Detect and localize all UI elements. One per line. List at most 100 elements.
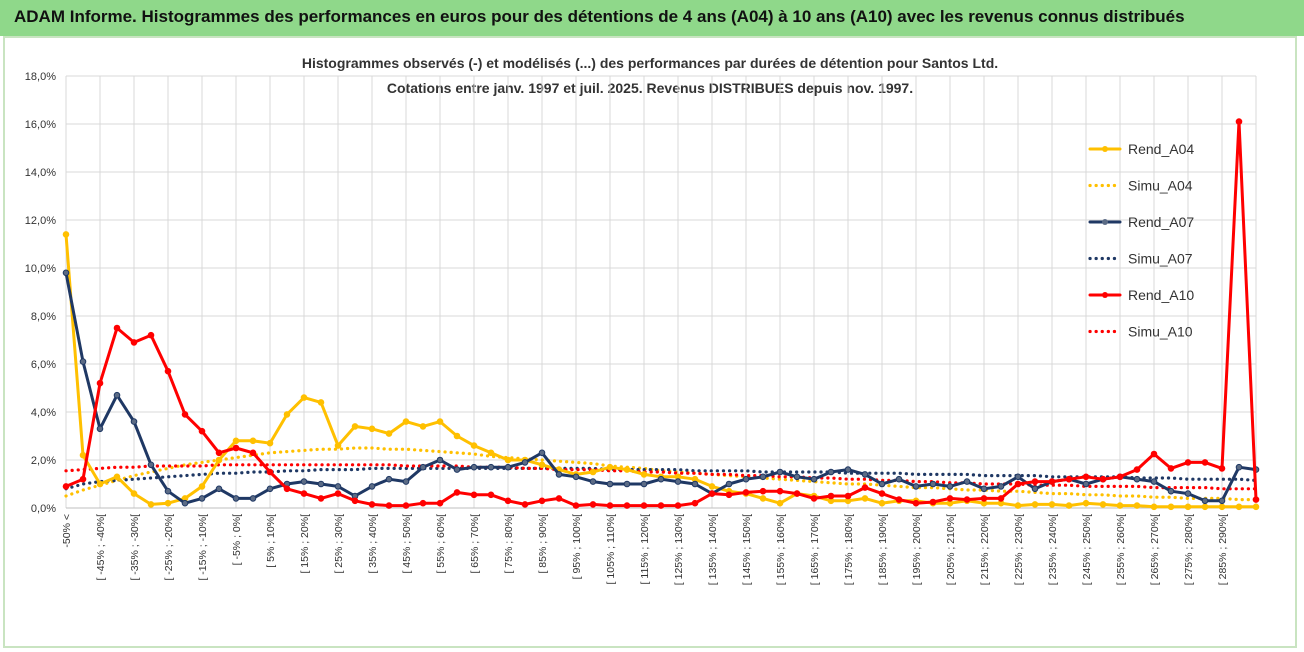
data-point bbox=[623, 502, 631, 509]
data-point bbox=[640, 502, 648, 509]
series-line-rend-a07 bbox=[64, 271, 1258, 505]
data-point bbox=[793, 490, 801, 497]
legend-label: Rend_A04 bbox=[1128, 141, 1194, 157]
x-tick-label: [ 265% ; 270%[ bbox=[1149, 514, 1161, 585]
data-point bbox=[589, 468, 597, 476]
x-tick-label: [ -35% ; -30%[ bbox=[129, 514, 141, 581]
data-point bbox=[1218, 497, 1226, 505]
data-point bbox=[198, 483, 206, 490]
x-tick-label: [ -45% ; -40%[ bbox=[95, 514, 107, 581]
data-point bbox=[1014, 502, 1022, 509]
data-point bbox=[147, 501, 155, 508]
data-point bbox=[1031, 485, 1039, 493]
x-tick-label: [ 15% ; 20%[ bbox=[299, 514, 311, 574]
data-point bbox=[317, 399, 325, 406]
data-point bbox=[1252, 503, 1260, 511]
x-tick-label: [ -15% ; -10%[ bbox=[197, 514, 209, 581]
data-point bbox=[487, 491, 495, 499]
data-point bbox=[130, 418, 138, 425]
data-point bbox=[79, 451, 87, 459]
data-point bbox=[419, 463, 427, 471]
data-point bbox=[640, 471, 648, 478]
x-tick-label: [ 85% ; 90%[ bbox=[537, 514, 549, 574]
data-point bbox=[164, 487, 172, 495]
data-point bbox=[708, 490, 716, 497]
data-point bbox=[1235, 463, 1243, 471]
data-point bbox=[1065, 475, 1073, 483]
data-point bbox=[538, 461, 546, 469]
data-point bbox=[1116, 473, 1124, 481]
data-point bbox=[776, 487, 784, 495]
data-point bbox=[300, 478, 308, 485]
data-point bbox=[1235, 503, 1243, 511]
x-tick-label: [ 55% ; 60%[ bbox=[435, 514, 447, 574]
data-point bbox=[555, 471, 563, 478]
data-point bbox=[589, 478, 597, 485]
data-point bbox=[402, 418, 410, 425]
series-line-rend-a04 bbox=[64, 232, 1258, 509]
data-point bbox=[232, 444, 240, 452]
data-point bbox=[776, 499, 784, 507]
data-point bbox=[113, 391, 121, 399]
x-tick-label: [ 175% ; 180%[ bbox=[843, 514, 855, 585]
data-point bbox=[538, 497, 546, 505]
x-tick-label: [ 225% ; 230%[ bbox=[1013, 514, 1025, 585]
data-point bbox=[963, 496, 971, 503]
data-point bbox=[266, 439, 274, 447]
data-point bbox=[1184, 503, 1192, 511]
x-tick-label: [ 195% ; 200%[ bbox=[911, 514, 923, 585]
data-point bbox=[929, 498, 937, 506]
x-tick-label: [ 75% ; 80%[ bbox=[503, 514, 515, 574]
data-point bbox=[1150, 478, 1158, 485]
data-point bbox=[946, 495, 954, 502]
data-point bbox=[419, 423, 427, 430]
data-point bbox=[946, 483, 954, 490]
data-point bbox=[1014, 480, 1022, 488]
legend-label: Simu_A04 bbox=[1128, 178, 1193, 194]
data-point bbox=[623, 466, 631, 473]
data-point bbox=[130, 339, 138, 346]
data-point bbox=[181, 411, 189, 418]
data-point bbox=[929, 480, 937, 488]
data-point bbox=[861, 495, 869, 502]
data-point bbox=[1082, 473, 1090, 481]
data-point bbox=[232, 495, 240, 502]
legend-label: Rend_A10 bbox=[1128, 287, 1194, 303]
data-point bbox=[96, 425, 104, 433]
x-tick-label: [ 255% ; 260%[ bbox=[1115, 514, 1127, 585]
data-point bbox=[504, 497, 512, 505]
data-point bbox=[1031, 501, 1039, 508]
y-tick-label: 10,0% bbox=[25, 263, 56, 275]
data-point bbox=[79, 358, 87, 365]
data-point bbox=[385, 430, 393, 437]
data-point bbox=[385, 502, 393, 509]
data-point bbox=[62, 483, 70, 490]
data-point bbox=[504, 456, 512, 464]
x-tick-label: [ 125% ; 130%[ bbox=[673, 514, 685, 585]
data-point bbox=[538, 449, 546, 457]
data-point bbox=[368, 501, 376, 508]
x-tick-label: [ 5% ; 10%[ bbox=[265, 514, 277, 568]
data-point bbox=[895, 475, 903, 483]
x-tick-label: [ 35% ; 40%[ bbox=[367, 514, 379, 574]
report-title: ADAM Informe. Histogrammes des performan… bbox=[14, 7, 1185, 26]
data-point bbox=[283, 411, 291, 418]
data-point bbox=[572, 473, 580, 481]
legend-label: Rend_A07 bbox=[1128, 214, 1194, 230]
x-tick-label: [ 165% ; 170%[ bbox=[809, 514, 821, 585]
x-axis: -50% < [ -45% ; -40%[[ -35% ; -30%[[ -25%… bbox=[61, 507, 1256, 585]
data-point bbox=[300, 394, 308, 401]
chart-title: Histogrammes observés (-) et modélisés (… bbox=[302, 55, 998, 71]
data-point bbox=[861, 484, 869, 491]
x-tick-label: [ 105% ; 110%[ bbox=[605, 514, 617, 585]
data-point bbox=[1133, 466, 1141, 473]
data-point bbox=[1167, 503, 1175, 511]
data-point bbox=[1150, 503, 1158, 511]
data-point bbox=[1184, 459, 1192, 466]
x-tick-label: [ 155% ; 160%[ bbox=[775, 514, 787, 585]
data-point bbox=[521, 459, 529, 466]
data-point bbox=[1133, 502, 1141, 509]
series-line-simu-a07 bbox=[64, 466, 1258, 491]
data-point bbox=[249, 449, 257, 457]
legend-marker bbox=[1102, 292, 1108, 298]
